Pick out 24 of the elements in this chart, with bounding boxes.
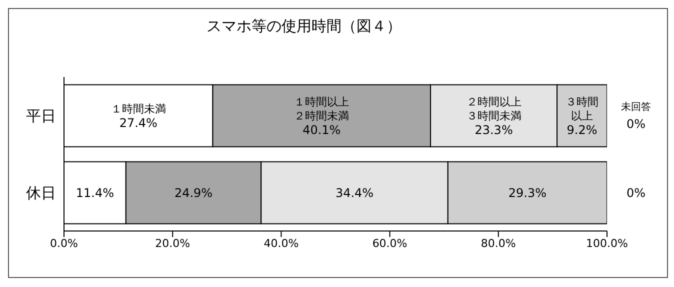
data-label: 23.3% xyxy=(474,122,513,137)
chart-title: スマホ等の使用時間（図４） xyxy=(206,17,402,36)
x-tick-label: 0.0% xyxy=(50,236,78,250)
x-tick-label: 40.0% xyxy=(264,236,299,250)
x-tick-label: 20.0% xyxy=(155,236,190,250)
series-label: ３時間以上 xyxy=(566,96,599,123)
series-label: ２時間以上３時間未満 xyxy=(466,96,522,123)
series-label: １時間未満 xyxy=(110,102,166,116)
y-tick-label: 休日 xyxy=(26,184,56,202)
y-tick-label: 平日 xyxy=(26,106,56,125)
data-label: 29.3% xyxy=(508,186,547,200)
data-label: 0% xyxy=(625,184,647,200)
x-tick-label: 80.0% xyxy=(480,236,516,250)
series-label: １時間以上２時間未満 xyxy=(294,96,350,123)
x-tick-label: 100.0% xyxy=(586,236,628,250)
data-label: 0% xyxy=(625,116,647,132)
x-tick-label: 60.0% xyxy=(372,236,408,250)
text: 未回答 xyxy=(620,100,652,114)
data-label: 11.4% xyxy=(76,186,114,200)
data-label: 34.4% xyxy=(335,186,374,200)
data-label: 27.4% xyxy=(119,116,158,130)
data-label: 9.2% xyxy=(566,122,598,137)
data-label: 40.1% xyxy=(302,122,341,137)
data-label: 24.9% xyxy=(174,186,213,200)
